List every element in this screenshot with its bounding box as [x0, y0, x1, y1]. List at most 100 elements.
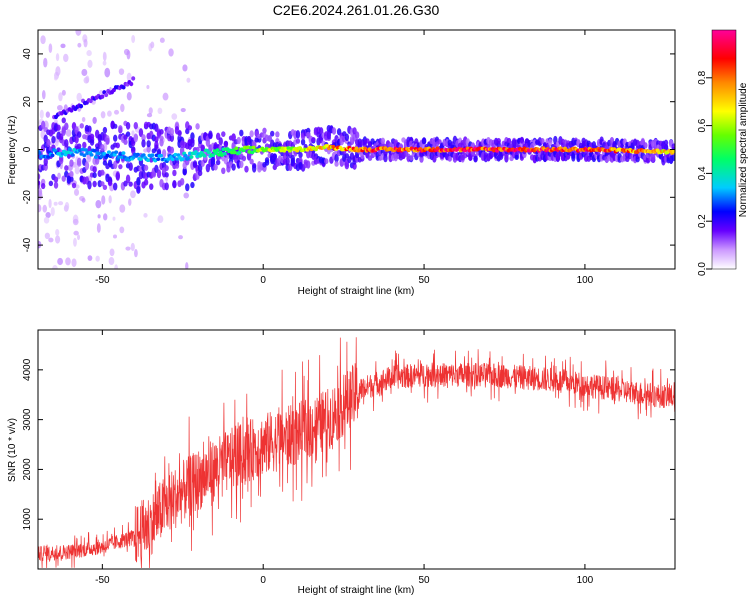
- spectrogram-ridge-cell: [146, 158, 151, 163]
- spectrogram-ridge-cell: [251, 145, 256, 150]
- spectrogram-noise-cell: [182, 64, 188, 72]
- spectrogram-band-cell: [241, 155, 247, 162]
- spectrogram-noise-cell: [134, 248, 138, 258]
- spectrogram-band-cell: [92, 180, 97, 188]
- spectrogram-band-cell: [306, 160, 311, 169]
- spectrogram-noise-cell: [119, 226, 125, 234]
- spectrogram-ridge-cell: [250, 150, 255, 155]
- spectrogram-noise-cell: [53, 201, 58, 206]
- spectrogram-ytick-label: -20: [22, 190, 33, 205]
- snr-ytick-label: 4000: [22, 358, 33, 381]
- spectrogram-noise-cell: [102, 213, 108, 221]
- spectrogram-band-cell: [43, 157, 48, 167]
- spectrogram-band-cell: [215, 159, 221, 166]
- spectrogram-noise-cell: [83, 38, 88, 48]
- spectrogram-band-cell: [190, 138, 195, 144]
- spectrogram-noise-cell: [185, 262, 189, 269]
- spectrogram-band-cell: [51, 135, 56, 144]
- spectrogram-noise-cell: [143, 148, 148, 153]
- spectrogram-xtick-label: 100: [577, 275, 594, 286]
- spectrogram-band-cell: [182, 166, 187, 176]
- spectrogram-band-cell: [100, 143, 105, 152]
- spectrogram-ridge-cell: [166, 157, 171, 162]
- spectrogram-noise-cell: [126, 72, 132, 82]
- spectrogram-band-cell: [504, 152, 509, 159]
- spectrogram-band-cell: [223, 140, 229, 148]
- spectrogram-band-cell: [38, 180, 41, 186]
- spectrogram-noise-cell: [50, 206, 55, 217]
- spectrogram-noise-cell: [95, 199, 102, 209]
- spectrogram-band-cell: [272, 164, 277, 171]
- spectrogram-ridge-cell: [156, 157, 161, 161]
- spectrogram-noise-cell: [74, 188, 80, 196]
- spectrogram-noise-cell: [180, 215, 185, 221]
- spectrogram-noise-cell: [61, 89, 66, 96]
- spectrogram-band-cell: [179, 177, 185, 186]
- spectrogram-noise-cell: [128, 198, 132, 206]
- spectrogram-band-cell: [306, 131, 311, 138]
- spectrogram-band-cell: [650, 154, 656, 163]
- spectrogram-band-cell: [447, 155, 452, 162]
- colorbar-tick-label: 0.4: [697, 166, 708, 180]
- spectrogram-band-cell: [89, 139, 95, 146]
- spectrogram-band-cell: [125, 131, 131, 137]
- spectrogram-ridge-cell: [70, 153, 75, 157]
- spectrogram-ridge-cell: [93, 155, 98, 159]
- spectrogram-band-cell: [125, 121, 131, 130]
- spectrogram-ridge-cell: [189, 155, 194, 159]
- spectrogram-ridge-cell: [237, 150, 242, 155]
- spectrogram-band-cell: [236, 136, 241, 145]
- spectrogram-band-cell: [69, 176, 74, 182]
- spectrogram-ridge-cell: [280, 146, 285, 150]
- spectrogram-noise-cell: [72, 218, 79, 226]
- spectrogram-noise-cell: [168, 48, 174, 57]
- spectrogram-noise-cell: [126, 92, 132, 101]
- spectrogram-band-cell: [76, 160, 82, 167]
- snr-panel: -50 0 50 100 1000 2000 3000 4000 Height of stra…: [7, 329, 676, 596]
- spectrogram-xtick-label: 0: [260, 275, 266, 286]
- spectrogram-band-cell: [143, 179, 149, 186]
- spectrogram-band-cell: [408, 155, 414, 161]
- spectrogram-band-cell: [218, 137, 223, 146]
- spectrogram-band-cell: [270, 130, 275, 137]
- spectrogram-band-cell: [643, 142, 648, 149]
- spectrogram-branch-cell: [121, 85, 126, 90]
- spectrogram-noise-cell: [43, 216, 50, 224]
- spectrogram-band-cell: [53, 181, 59, 189]
- spectrogram-band-cell: [149, 183, 154, 190]
- spectrogram-band-cell: [275, 131, 280, 138]
- spectrogram-noise-cell: [112, 234, 118, 239]
- spectrogram-band-cell: [169, 127, 175, 137]
- spectrogram-noise-cell: [55, 66, 61, 76]
- spectrogram-band-cell: [519, 136, 525, 144]
- spectrogram-band-cell: [46, 138, 51, 148]
- spectrogram-noise-cell: [130, 190, 136, 199]
- spectrogram-ridge-cell: [141, 153, 146, 157]
- spectrogram-noise-cell: [81, 197, 86, 203]
- spectrogram-band-cell: [125, 174, 131, 184]
- spectrogram-noise-cell: [48, 198, 52, 209]
- spectrogram-band-cell: [136, 176, 141, 186]
- spectrogram-noise-cell: [48, 43, 53, 54]
- spectrogram-band-cell: [61, 117, 66, 124]
- spectrogram-band-cell: [56, 124, 61, 131]
- spectrogram-band-cell: [128, 162, 133, 171]
- spectrogram-ridge-cell: [170, 157, 175, 162]
- spectrogram-band-cell: [107, 180, 113, 187]
- spectrogram-ytick-label: 40: [22, 48, 33, 60]
- spectrogram-band-cell: [221, 167, 226, 175]
- spectrogram-noise-cell: [95, 255, 100, 262]
- colorbar-tick-label: 0.2: [697, 214, 708, 228]
- spectrogram-band-cell: [146, 145, 151, 153]
- spectrogram-band-cell: [156, 169, 162, 179]
- spectrogram-band-cell: [262, 127, 267, 134]
- spectrogram-branch-cell: [100, 94, 105, 99]
- spectrogram-noise-cell: [104, 67, 111, 78]
- spectrogram-noise-cell: [38, 190, 43, 201]
- spectrogram-noise-cell: [120, 103, 125, 113]
- spectrogram-ridge-cell: [112, 152, 117, 157]
- spectrogram-band-cell: [195, 123, 200, 130]
- spectrogram-noise-cell: [71, 258, 77, 268]
- spectrogram-noise-cell: [114, 264, 118, 269]
- spectrogram-noise-cell: [75, 30, 82, 36]
